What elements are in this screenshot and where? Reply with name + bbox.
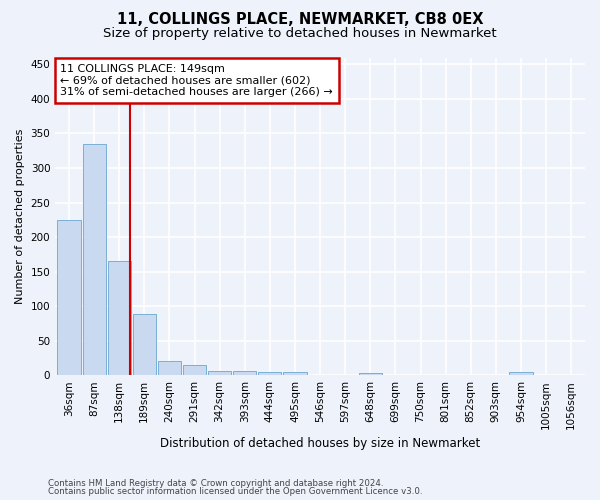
Bar — [83, 144, 106, 375]
Text: Contains public sector information licensed under the Open Government Licence v3: Contains public sector information licen… — [48, 487, 422, 496]
Bar — [283, 372, 307, 375]
Text: Size of property relative to detached houses in Newmarket: Size of property relative to detached ho… — [103, 28, 497, 40]
X-axis label: Distribution of detached houses by size in Newmarket: Distribution of detached houses by size … — [160, 437, 480, 450]
Bar — [58, 220, 80, 375]
Bar — [158, 362, 181, 375]
Bar — [509, 372, 533, 375]
Text: Contains HM Land Registry data © Crown copyright and database right 2024.: Contains HM Land Registry data © Crown c… — [48, 478, 383, 488]
Bar — [133, 314, 156, 375]
Bar — [233, 371, 256, 375]
Bar — [359, 373, 382, 375]
Text: 11, COLLINGS PLACE, NEWMARKET, CB8 0EX: 11, COLLINGS PLACE, NEWMARKET, CB8 0EX — [117, 12, 483, 28]
Y-axis label: Number of detached properties: Number of detached properties — [15, 128, 25, 304]
Bar — [107, 261, 131, 375]
Bar — [183, 365, 206, 375]
Text: 11 COLLINGS PLACE: 149sqm
← 69% of detached houses are smaller (602)
31% of semi: 11 COLLINGS PLACE: 149sqm ← 69% of detac… — [61, 64, 333, 97]
Bar — [208, 371, 231, 375]
Bar — [259, 372, 281, 375]
